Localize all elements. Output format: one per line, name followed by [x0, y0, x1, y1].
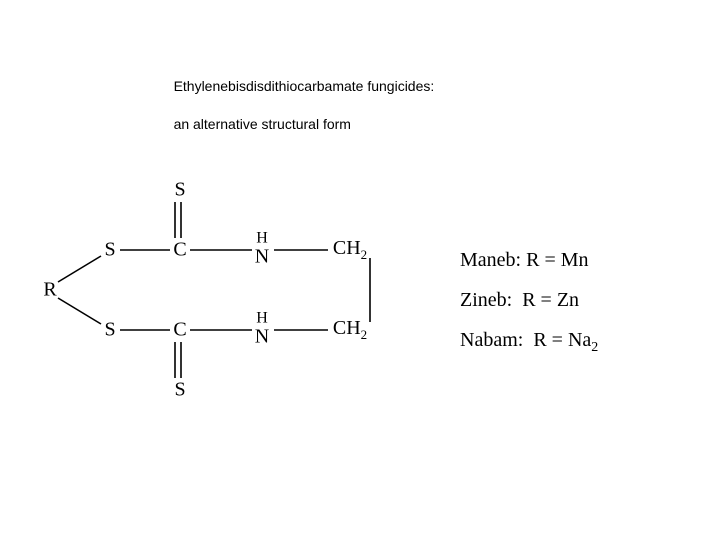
atom-S1: S [104, 239, 115, 262]
atom-N1: HN [255, 231, 269, 268]
legend-name: Maneb [460, 249, 516, 271]
atom-Sd2: S [174, 379, 185, 402]
bond-R-S2 [58, 298, 101, 324]
atom-Sd1: S [174, 179, 185, 202]
legend-r: R = Mn [526, 249, 588, 271]
atom-CH2a: CH2 [333, 237, 367, 263]
legend-row-nabam: Nabam: R = Na2 [460, 320, 598, 362]
title-line-1: Ethylenebisdisdithiocarbamate fungicides… [174, 78, 435, 94]
diagram-canvas: Ethylenebisdisdithiocarbamate fungicides… [0, 0, 720, 540]
legend-row-maneb: Maneb: R = Mn [460, 240, 598, 280]
legend-r: R = Na2 [533, 329, 598, 351]
atom-N2: HN [255, 311, 269, 348]
legend-name: Nabam [460, 329, 518, 351]
title-line-2: an alternative structural form [174, 116, 351, 132]
atom-CH2b: CH2 [333, 317, 367, 343]
atom-C1: C [173, 239, 186, 262]
bond-R-S1 [58, 256, 101, 282]
legend: Maneb: R = Mn Zineb: R = Zn Nabam: R = N… [460, 240, 598, 362]
legend-name: Zineb [460, 289, 507, 311]
atom-C2: C [173, 319, 186, 342]
legend-r: R = Zn [522, 289, 579, 311]
atom-S2: S [104, 319, 115, 342]
legend-row-zineb: Zineb: R = Zn [460, 280, 598, 320]
atom-R: R [43, 279, 56, 302]
diagram-title: Ethylenebisdisdithiocarbamate fungicides… [158, 58, 434, 152]
